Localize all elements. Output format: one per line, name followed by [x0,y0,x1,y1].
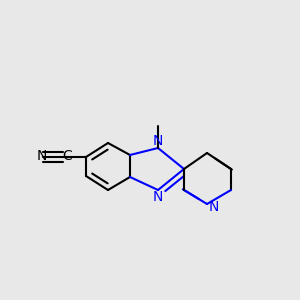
Text: N: N [36,148,47,163]
Text: N: N [153,134,163,148]
Text: N: N [208,200,219,214]
Text: N: N [153,190,163,204]
Text: C: C [63,148,72,163]
